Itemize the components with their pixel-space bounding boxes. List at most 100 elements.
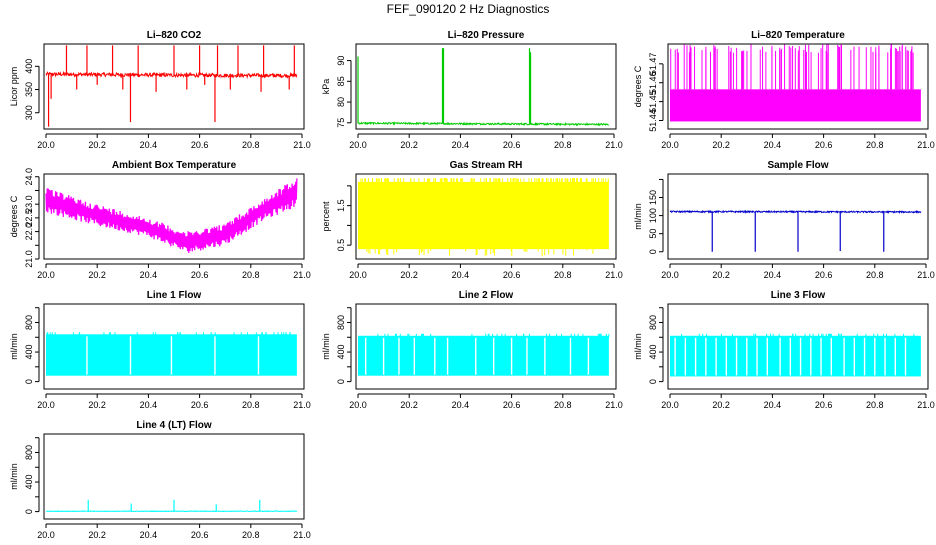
x-tick-label: 20.2 bbox=[88, 270, 106, 280]
x-tick-label: 20.4 bbox=[452, 140, 470, 150]
chart-title: Line 2 Flow bbox=[459, 290, 514, 301]
x-tick-label: 20.6 bbox=[503, 270, 521, 280]
series-line bbox=[357, 121, 609, 127]
chart-title: Li–820 Temperature bbox=[751, 30, 845, 41]
y-axis: 0 400 800 bbox=[336, 307, 352, 384]
chart-line-2-flow: Line 2 Flow ml/min 20.0 20.2 20.4 20.6 20.8 21.… bbox=[321, 290, 623, 410]
y-tick-label: 350 bbox=[24, 82, 34, 97]
chart-title: Li–820 CO2 bbox=[147, 30, 202, 41]
x-tick-label: 21.0 bbox=[917, 140, 935, 150]
y-axis: 75 80 85 90 bbox=[336, 56, 352, 128]
x-tick-label: 20.8 bbox=[242, 270, 260, 280]
x-axis: 20.0 20.2 20.4 20.6 20.8 21.0 bbox=[349, 263, 623, 280]
y-tick-label: 90 bbox=[336, 56, 346, 66]
x-tick-label: 21.0 bbox=[605, 400, 623, 410]
series-line-3-flow bbox=[670, 333, 921, 377]
series-band bbox=[670, 89, 921, 122]
plot-frame bbox=[667, 303, 929, 390]
x-tick-label: 20.2 bbox=[712, 270, 730, 280]
chart-sample-flow: Sample Flow ml/min 20.0 20.2 20.4 20.6 20.8 21.… bbox=[633, 160, 935, 280]
series-li-820-co2 bbox=[45, 45, 298, 127]
y-tick-label: 400 bbox=[24, 475, 34, 490]
x-tick-label: 20.4 bbox=[140, 140, 158, 150]
x-tick-label: 20.0 bbox=[349, 400, 367, 410]
series-line bbox=[45, 178, 298, 254]
y-tick-label: 300 bbox=[24, 105, 34, 120]
y-axis-label: Licor ppm bbox=[9, 67, 19, 107]
x-tick-label: 20.6 bbox=[191, 140, 209, 150]
plot-frame bbox=[355, 43, 617, 130]
x-tick-label: 20.4 bbox=[764, 270, 782, 280]
chart-title: Line 4 (LT) Flow bbox=[136, 420, 212, 431]
plot-frame bbox=[43, 303, 305, 390]
y-tick-label: 400 bbox=[24, 59, 34, 74]
x-axis: 20.0 20.2 20.4 20.6 20.8 21.0 bbox=[661, 133, 935, 150]
x-tick-label: 20.6 bbox=[191, 400, 209, 410]
y-tick-label: 22.0 bbox=[24, 223, 34, 241]
series-line bbox=[45, 510, 298, 513]
x-tick-label: 20.0 bbox=[37, 400, 55, 410]
y-tick-label: 0 bbox=[336, 379, 346, 384]
y-axis: 0 400 800 bbox=[24, 307, 40, 384]
x-tick-label: 20.6 bbox=[503, 140, 521, 150]
y-axis-label: degrees C bbox=[9, 195, 19, 237]
y-axis: 0 50 100 150 bbox=[648, 178, 664, 254]
x-tick-label: 20.2 bbox=[400, 270, 418, 280]
x-tick-label: 20.2 bbox=[400, 400, 418, 410]
y-tick-label: 50 bbox=[648, 229, 658, 239]
x-tick-label: 20.2 bbox=[712, 140, 730, 150]
x-tick-label: 20.4 bbox=[140, 530, 158, 540]
x-tick-label: 20.0 bbox=[37, 140, 55, 150]
y-tick-label: 22.5 bbox=[24, 209, 34, 227]
y-tick-label: 21.0 bbox=[24, 250, 34, 268]
y-axis: 0 400 800 bbox=[24, 437, 40, 514]
y-tick-label: 23.0 bbox=[24, 195, 34, 213]
plot-frame bbox=[355, 173, 617, 260]
y-tick-label: 800 bbox=[336, 315, 346, 330]
plot-frame bbox=[43, 433, 305, 520]
x-tick-label: 20.2 bbox=[88, 400, 106, 410]
series-line-4-lt-flow bbox=[45, 499, 298, 513]
y-tick-label: 150 bbox=[648, 190, 658, 205]
x-tick-label: 20.0 bbox=[37, 530, 55, 540]
y-tick-label: 0 bbox=[24, 379, 34, 384]
x-tick-label: 20.0 bbox=[661, 140, 679, 150]
y-tick-label: 80 bbox=[336, 97, 346, 107]
x-tick-label: 20.8 bbox=[242, 140, 260, 150]
y-axis: 0 400 800 bbox=[648, 307, 664, 384]
series-gas-stream-rh bbox=[358, 177, 609, 257]
chart-li-820-pressure: Li–820 Pressure kPa 20.0 20.2 20.4 20.6 20.8 21… bbox=[321, 30, 623, 150]
x-axis: 20.0 20.2 20.4 20.6 20.8 21.0 bbox=[37, 523, 311, 540]
y-tick-label: 51.45 bbox=[648, 90, 658, 113]
x-tick-label: 20.4 bbox=[452, 400, 470, 410]
figure-title: FEF_090120 2 Hz Diagnostics bbox=[387, 2, 550, 16]
y-tick-label: 400 bbox=[24, 345, 34, 360]
chart-title: Ambient Box Temperature bbox=[112, 160, 237, 171]
x-axis: 20.0 20.2 20.4 20.6 20.8 21.0 bbox=[349, 133, 623, 150]
y-axis-label: kPa bbox=[321, 79, 331, 95]
x-tick-label: 20.4 bbox=[140, 400, 158, 410]
x-axis: 20.0 20.2 20.4 20.6 20.8 21.0 bbox=[349, 393, 623, 410]
series-line-2-flow bbox=[358, 333, 610, 376]
x-tick-label: 21.0 bbox=[293, 270, 311, 280]
series-band bbox=[670, 335, 921, 377]
y-tick-label: 800 bbox=[648, 315, 658, 330]
x-tick-label: 20.8 bbox=[866, 400, 884, 410]
y-axis: 21.0 22.0 23.0 24.0 22.5 bbox=[24, 168, 40, 268]
y-tick-label: 100 bbox=[648, 208, 658, 223]
x-tick-label: 20.8 bbox=[866, 270, 884, 280]
x-tick-label: 20.2 bbox=[88, 530, 106, 540]
y-tick-label: 24.0 bbox=[24, 168, 34, 186]
y-tick-label: 400 bbox=[648, 345, 658, 360]
y-tick-label: 51.46 bbox=[648, 71, 658, 94]
chart-title: Line 1 Flow bbox=[147, 290, 202, 301]
chart-title: Sample Flow bbox=[767, 160, 828, 171]
x-tick-label: 20.0 bbox=[349, 140, 367, 150]
x-tick-label: 20.0 bbox=[661, 400, 679, 410]
x-tick-label: 20.2 bbox=[400, 140, 418, 150]
